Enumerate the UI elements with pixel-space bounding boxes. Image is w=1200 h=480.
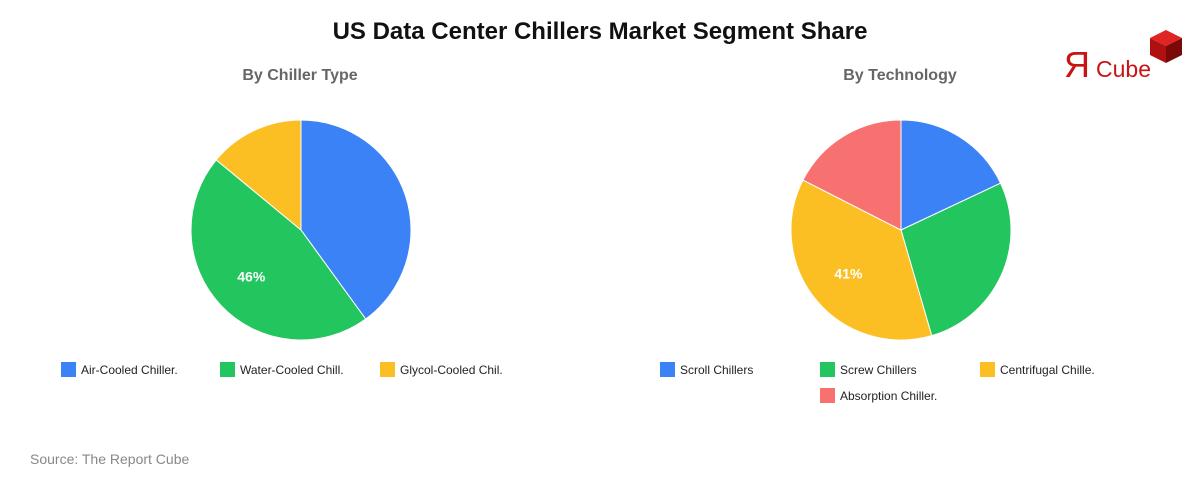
legend-label: Screw Chillers <box>840 362 917 377</box>
subtitle-technology: By Technology <box>843 67 957 84</box>
legend-label: Glycol-Cooled Chil. <box>400 362 503 377</box>
legend-label: Scroll Chillers <box>680 362 754 377</box>
legend-label: Air-Cooled Chiller. <box>81 362 178 377</box>
pie-slice-absorption-chiller[interactable] <box>802 119 902 231</box>
legend-swatch <box>61 362 76 377</box>
legend-item-water-cooled[interactable]: Water-Cooled Chill. <box>220 362 344 377</box>
subtitle-chiller-type: By Chiller Type <box>242 67 358 84</box>
chart-title: US Data Center Chillers Market Segment S… <box>332 18 868 45</box>
legend-swatch <box>820 388 835 403</box>
legend-label: Water-Cooled Chill. <box>240 362 344 377</box>
slice-data-label: 41% <box>834 265 863 281</box>
legend-swatch <box>980 362 995 377</box>
logo-mark: Я <box>1064 44 1090 85</box>
legend-item-air-cooled[interactable]: Air-Cooled Chiller. <box>61 362 178 377</box>
pie-slice-centrifugal-chille[interactable] <box>790 179 933 341</box>
pie-slice-water-cooled-chill[interactable] <box>190 159 367 341</box>
slice-data-label: 46% <box>237 269 266 285</box>
source-note: Source: The Report Cube <box>30 451 190 467</box>
pie-slice-scroll-chillers[interactable] <box>900 119 1002 231</box>
legend-swatch <box>820 362 835 377</box>
legend-label: Absorption Chiller. <box>840 388 938 403</box>
pie-chart-chiller-type: 46% <box>190 119 412 341</box>
pie-slice-air-cooled-chiller[interactable] <box>300 119 412 320</box>
pie-chart-technology: 41% <box>790 119 1012 341</box>
legend-swatch <box>220 362 235 377</box>
logo-text: Cube <box>1096 56 1151 82</box>
report-cube-logo: Я Cube <box>1062 28 1187 88</box>
cube-icon <box>1150 30 1182 63</box>
legend-label: Centrifugal Chille. <box>1000 362 1095 377</box>
legend-swatch <box>660 362 675 377</box>
legend-swatch <box>380 362 395 377</box>
pie-slice-screw-chillers[interactable] <box>900 182 1012 337</box>
legend-item-scroll[interactable]: Scroll Chillers <box>660 362 753 377</box>
pie-slice-glycol-cooled-chil[interactable] <box>215 119 302 232</box>
legend-item-screw[interactable]: Screw Chillers <box>820 362 917 377</box>
legend-item-centrifugal[interactable]: Centrifugal Chille. <box>980 362 1095 377</box>
legend-item-absorption[interactable]: Absorption Chiller. <box>820 388 937 403</box>
legend-item-glycol-cooled[interactable]: Glycol-Cooled Chil. <box>380 362 503 377</box>
